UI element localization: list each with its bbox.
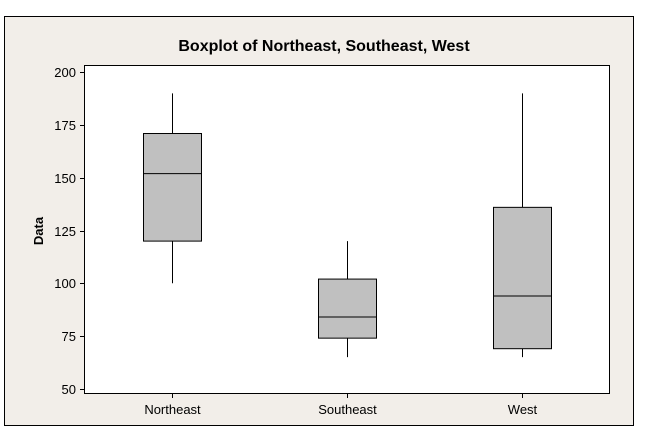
- y-tick-label: 150: [54, 171, 76, 186]
- boxes: [143, 93, 552, 358]
- iqr-box: [493, 206, 552, 350]
- x-tick-label: Northeast: [144, 402, 201, 417]
- x-tick-label: Southeast: [318, 402, 377, 417]
- y-tick-label: 125: [54, 224, 76, 239]
- chart-title: Boxplot of Northeast, Southeast, West: [178, 38, 470, 55]
- y-tick-label: 50: [62, 382, 76, 397]
- x-axis: Northeast Southeast West: [144, 393, 538, 417]
- box-west: [493, 93, 552, 358]
- y-tick-label: 200: [54, 65, 76, 80]
- x-tick-label: West: [508, 402, 538, 417]
- iqr-box: [143, 133, 202, 242]
- y-axis-label: Data: [31, 216, 46, 245]
- box-northeast: [143, 93, 202, 284]
- iqr-box: [318, 278, 377, 339]
- y-tick-label: 75: [62, 329, 76, 344]
- box-southeast: [318, 241, 377, 358]
- y-tick-label: 100: [54, 276, 76, 291]
- y-tick-label: 175: [54, 118, 76, 133]
- y-axis: 50 75 100 125 150 175 200: [54, 65, 85, 397]
